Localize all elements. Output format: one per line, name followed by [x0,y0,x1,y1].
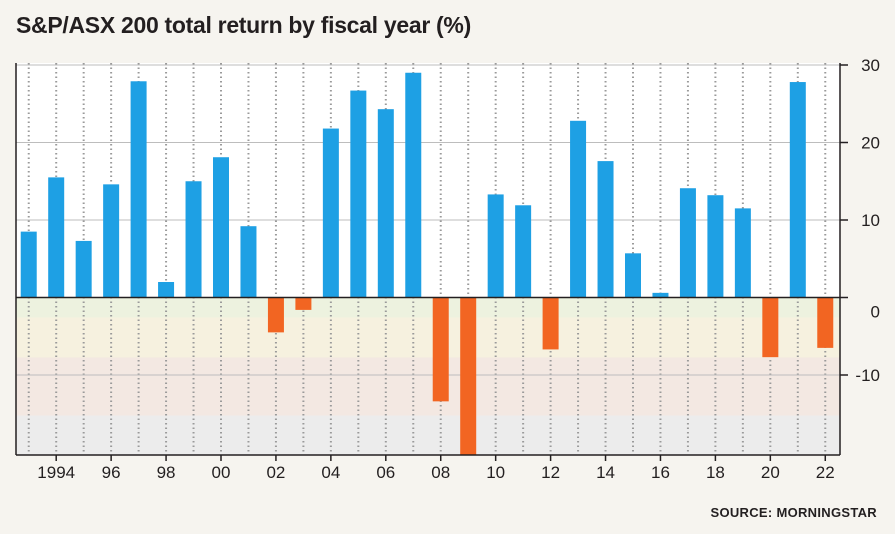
bar-1998 [158,282,175,298]
x-tick-label: 04 [321,463,340,482]
y-tick-label: -10 [855,366,880,385]
bar-2000 [213,157,229,298]
x-tick-label: 08 [431,463,450,482]
bar-2011 [515,205,532,298]
bar-2020 [762,297,779,358]
y-tick-label: 30 [861,56,880,75]
bar-2014 [597,161,614,298]
bar-2005 [350,90,367,298]
x-tick-label: 12 [541,463,560,482]
negative-band-3 [16,357,840,416]
x-tick-label: 98 [157,463,176,482]
bar-1995 [75,240,92,298]
bar-2002 [267,297,284,333]
bar-2007 [405,72,422,298]
bar-2009 [460,297,477,455]
bar-2018 [707,195,724,298]
negative-band-2 [16,317,840,358]
x-tick-label: 18 [706,463,725,482]
x-tick-label: 02 [266,463,285,482]
y-tick-label: 0 [871,303,880,322]
chart-title: S&P/ASX 200 total return by fiscal year … [16,12,471,38]
bar-2015 [625,253,641,298]
x-tick-label: 06 [376,463,395,482]
bar-2006 [377,109,394,298]
bar-2004 [322,128,339,298]
plot-background [16,63,840,298]
bar-1993 [20,231,37,298]
bar-2022 [817,297,834,348]
x-tick-label: 14 [596,463,615,482]
x-tick-label: 22 [816,463,835,482]
bar-2010 [487,194,504,298]
x-tick-label: 16 [651,463,670,482]
bar-2003 [295,297,312,310]
x-tick-label: 10 [486,463,505,482]
y-tick-label: 20 [861,134,880,153]
y-tick-label: 10 [861,211,880,230]
bar-2012 [542,297,559,350]
bar-1994 [48,177,65,298]
bar-2019 [734,208,751,298]
x-tick-label: 00 [212,463,231,482]
bar-2008 [432,297,449,402]
source-note: SOURCE: MORNINGSTAR [710,505,877,520]
bar-2017 [679,188,696,298]
x-tick-label: 20 [761,463,780,482]
bar-2013 [570,120,587,298]
bar-1999 [185,181,202,298]
bar-2001 [240,226,257,298]
bar-2021 [789,82,806,298]
bar-1997 [130,81,147,298]
bar-1996 [103,184,120,298]
x-tick-label: 1994 [37,463,75,482]
bar-2016 [652,292,669,298]
negative-band-4 [16,415,840,455]
x-tick-label: 96 [102,463,121,482]
